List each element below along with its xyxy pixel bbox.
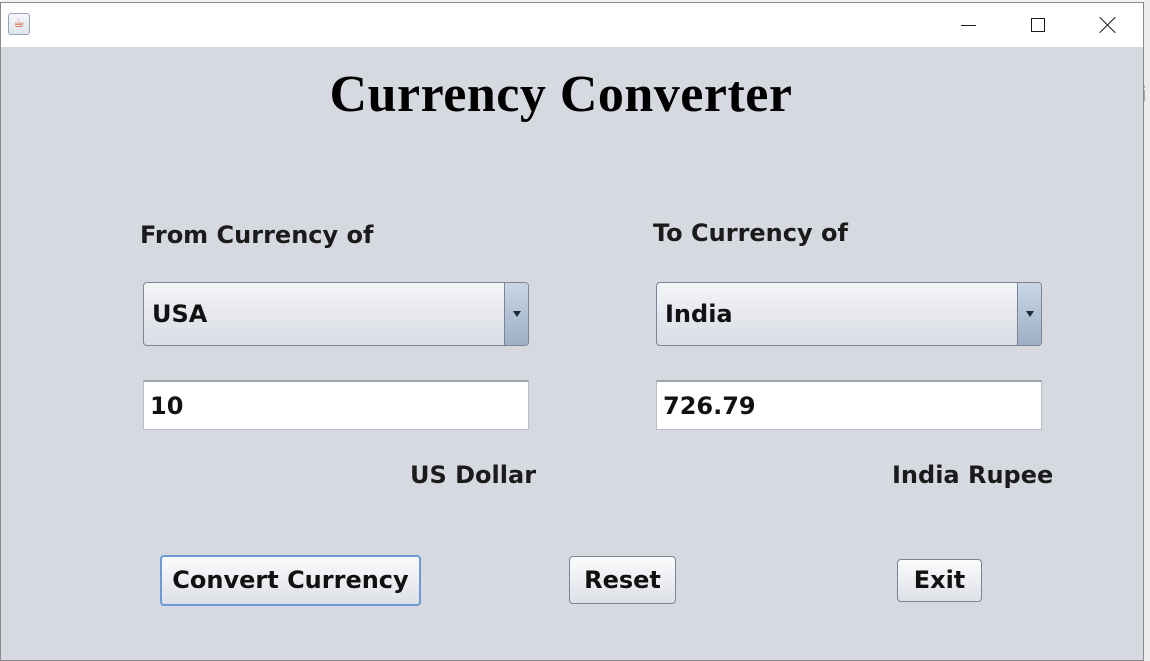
to-currency-value: India [665, 300, 733, 328]
background-edge [1144, 0, 1150, 661]
from-currency-value: USA [152, 300, 208, 328]
close-icon [1099, 16, 1117, 34]
chevron-down-icon [1025, 311, 1034, 317]
exit-button[interactable]: Exit [897, 559, 982, 602]
from-currency-label: From Currency of [140, 221, 374, 249]
maximize-button[interactable] [1003, 3, 1073, 47]
to-unit-label: India Rupee [892, 461, 1054, 489]
minimize-icon [960, 24, 976, 26]
from-amount-input[interactable] [144, 382, 528, 429]
chevron-down-icon [512, 311, 521, 317]
maximize-icon [1031, 18, 1045, 32]
to-currency-label: To Currency of [653, 219, 848, 247]
minimize-button[interactable] [933, 3, 1003, 47]
close-button[interactable] [1073, 3, 1143, 47]
to-amount-field-frame [656, 380, 1042, 430]
from-amount-field-frame [143, 380, 529, 430]
from-unit-label: US Dollar [410, 461, 537, 489]
to-amount-input[interactable] [657, 382, 1041, 429]
title-bar: ☕ [1, 3, 1143, 47]
page-title: Currency Converter [329, 66, 793, 123]
convert-currency-button[interactable]: Convert Currency [160, 555, 421, 606]
java-cup-icon[interactable]: ☕ [8, 13, 30, 35]
reset-button[interactable]: Reset [569, 556, 676, 604]
to-dropdown-button[interactable] [1017, 283, 1041, 345]
to-currency-select[interactable]: India [656, 282, 1042, 346]
from-dropdown-button[interactable] [504, 283, 528, 345]
from-currency-select[interactable]: USA [143, 282, 529, 346]
